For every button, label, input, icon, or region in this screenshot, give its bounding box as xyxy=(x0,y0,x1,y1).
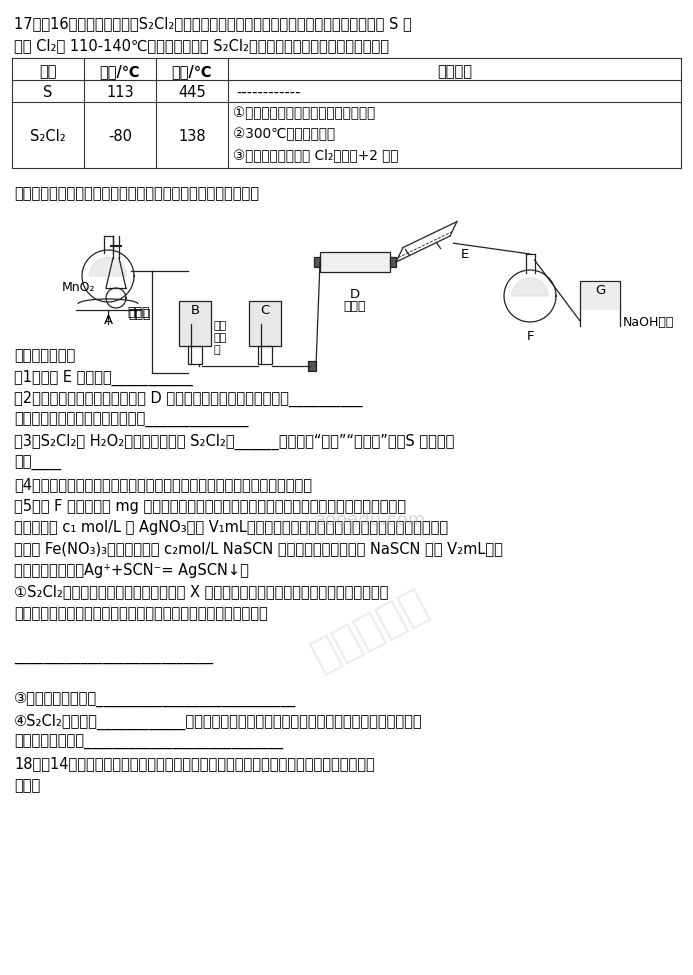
Text: 高中试卷花: 高中试卷花 xyxy=(305,582,435,678)
Text: 这样操作的目的是___________________________: 这样操作的目的是___________________________ xyxy=(14,735,283,750)
Bar xyxy=(320,252,390,272)
Text: 入适量 Fe(NO₃)₃作指示剂，用 c₂mol/L NaSCN 溶液滴定至终点，消耗 NaSCN 溶液 V₂mL（滴: 入适量 Fe(NO₃)₃作指示剂，用 c₂mol/L NaSCN 溶液滴定至终点… xyxy=(14,541,503,557)
Text: 少量 Cl₂在 110-140℃条件下反应合成 S₂Cl₂，查阅有关资料后，得到如下信息：: 少量 Cl₂在 110-140℃条件下反应合成 S₂Cl₂，查阅有关资料后，得到… xyxy=(14,38,389,53)
Wedge shape xyxy=(512,278,548,296)
Text: ③在加热条件下会被 Cl₂氧化成+2 价硫: ③在加热条件下会被 Cl₂氧化成+2 价硫 xyxy=(233,148,398,162)
Text: 过程中只有一种元素化合价发生变化，写出该反应的化学方程式：: 过程中只有一种元素化合价发生变化，写出该反应的化学方程式： xyxy=(14,606,267,621)
Text: ④S₂Cl₂的纯度为____________（写出表达式），滴定过程中加入硒基苯将生成的沉淠覆盖，: ④S₂Cl₂的纯度为____________（写出表达式），滴定过程中加入硒基苯… xyxy=(14,714,423,729)
Text: ___________________________: ___________________________ xyxy=(14,649,213,664)
Text: F: F xyxy=(526,330,534,343)
Text: （4）有同学认为该装置存在一定的缺陷，指出存在的问题并提出改进方案：: （4）有同学认为该装置存在一定的缺陷，指出存在的问题并提出改进方案： xyxy=(14,477,312,492)
Text: ③滴定终点的现象为___________________________: ③滴定终点的现象为___________________________ xyxy=(14,692,296,707)
Text: 硫单质: 硫单质 xyxy=(344,300,366,313)
Text: 138: 138 xyxy=(178,129,206,144)
Text: 浓盐酸: 浓盐酸 xyxy=(128,308,150,321)
Text: 型为____: 型为____ xyxy=(14,455,61,471)
Text: E: E xyxy=(461,249,469,261)
Text: 17．（16分）二氯化二硫（S₂Cl₂）在工业上常用作橡胶的低温硫化剂。某小组利用单质 S 与: 17．（16分）二氯化二硫（S₂Cl₂）在工业上常用作橡胶的低温硫化剂。某小组利… xyxy=(14,16,412,31)
Bar xyxy=(581,284,619,310)
Text: 回答下列问题：: 回答下列问题： xyxy=(14,348,76,363)
Bar xyxy=(249,301,281,346)
Text: （3）S₂Cl₂与 H₂O₂结构相似，推测 S₂Cl₂为______分子（填“极性”“非极性”），S 的杂化类: （3）S₂Cl₂与 H₂O₂结构相似，推测 S₂Cl₂为______分子（填“极… xyxy=(14,434,455,450)
Text: ②300℃以上完全分解: ②300℃以上完全分解 xyxy=(233,127,335,141)
Text: （1）仪器 E 的名称为___________: （1）仪器 E 的名称为___________ xyxy=(14,370,193,386)
Text: 设计如图所示实验装置（部分夹持装置、加热装置均已略去）：: 设计如图所示实验装置（部分夹持装置、加热装置均已略去）： xyxy=(14,186,259,201)
Text: S: S xyxy=(43,85,53,100)
Text: 18．（14分）某研究小组拟以甲苯为原料合成医药盐酸氨溃索，合成过程如下图所示。请: 18．（14分）某研究小组拟以甲苯为原料合成医药盐酸氨溃索，合成过程如下图所示。… xyxy=(14,757,375,771)
Text: 445: 445 xyxy=(178,85,206,100)
Text: 化学性质: 化学性质 xyxy=(437,64,472,79)
Text: aooedu.com: aooedu.com xyxy=(315,511,426,529)
Text: B: B xyxy=(191,304,200,317)
Text: （2）实验过程中，需要控制装置 D 的温度，温度不宜过高的原因是__________: （2）实验过程中，需要控制装置 D 的温度，温度不宜过高的原因是________… xyxy=(14,391,362,408)
Text: 113: 113 xyxy=(106,85,134,100)
Bar xyxy=(179,301,211,346)
Bar xyxy=(390,257,396,267)
Text: 定过程发生反应：Ag⁺+SCN⁻= AgSCN↓）: 定过程发生反应：Ag⁺+SCN⁻= AgSCN↓） xyxy=(14,563,249,578)
Bar xyxy=(188,346,202,364)
Text: 判断反应已进行完全的实验现象是______________: 判断反应已进行完全的实验现象是______________ xyxy=(14,412,249,428)
Text: 物质: 物质 xyxy=(40,64,57,79)
Text: NaOH溶液: NaOH溶液 xyxy=(623,316,674,329)
Text: （5）取 F 中黄色液体 mg 于锥形瓶，加水至反应完全（假设杂质均不与水反应），向所得液中: （5）取 F 中黄色液体 mg 于锥形瓶，加水至反应完全（假设杂质均不与水反应）… xyxy=(14,498,406,514)
Wedge shape xyxy=(89,257,127,276)
Text: ①常温下，为黄红色液体，能与水反应: ①常温下，为黄红色液体，能与水反应 xyxy=(233,106,375,120)
Bar xyxy=(314,257,320,267)
Bar xyxy=(258,346,272,364)
Text: S₂Cl₂: S₂Cl₂ xyxy=(30,129,66,144)
Text: ①S₂Cl₂遇水反应，其产物中有一种气体 X 能使品红溶液褮色，加热后又恢复原色，且反应: ①S₂Cl₂遇水反应，其产物中有一种气体 X 能使品红溶液褮色，加热后又恢复原色… xyxy=(14,584,388,600)
Text: -80: -80 xyxy=(108,129,132,144)
Text: 沸点/℃: 沸点/℃ xyxy=(172,64,212,79)
Text: 加入过量的 c₁ mol/L 的 AgNO₃溶液 V₁mL，再向锥形瓶中加入硒基苯，将生成的沉淠覆盖，加: 加入过量的 c₁ mol/L 的 AgNO₃溶液 V₁mL，再向锥形瓶中加入硒基… xyxy=(14,520,448,535)
Text: A: A xyxy=(103,314,112,327)
Text: 回答：: 回答： xyxy=(14,778,40,793)
Text: G: G xyxy=(595,284,605,297)
Bar xyxy=(308,361,316,371)
Text: MnO₂: MnO₂ xyxy=(62,281,96,294)
Text: C: C xyxy=(261,304,270,317)
Text: 燔点/℃: 燔点/℃ xyxy=(100,64,140,79)
Text: D: D xyxy=(350,288,360,301)
Text: 浓盐酸: 浓盐酸 xyxy=(127,306,150,319)
Text: ------------: ------------ xyxy=(236,85,301,100)
Text: 饱和
食盐
水: 饱和 食盐 水 xyxy=(213,322,226,355)
